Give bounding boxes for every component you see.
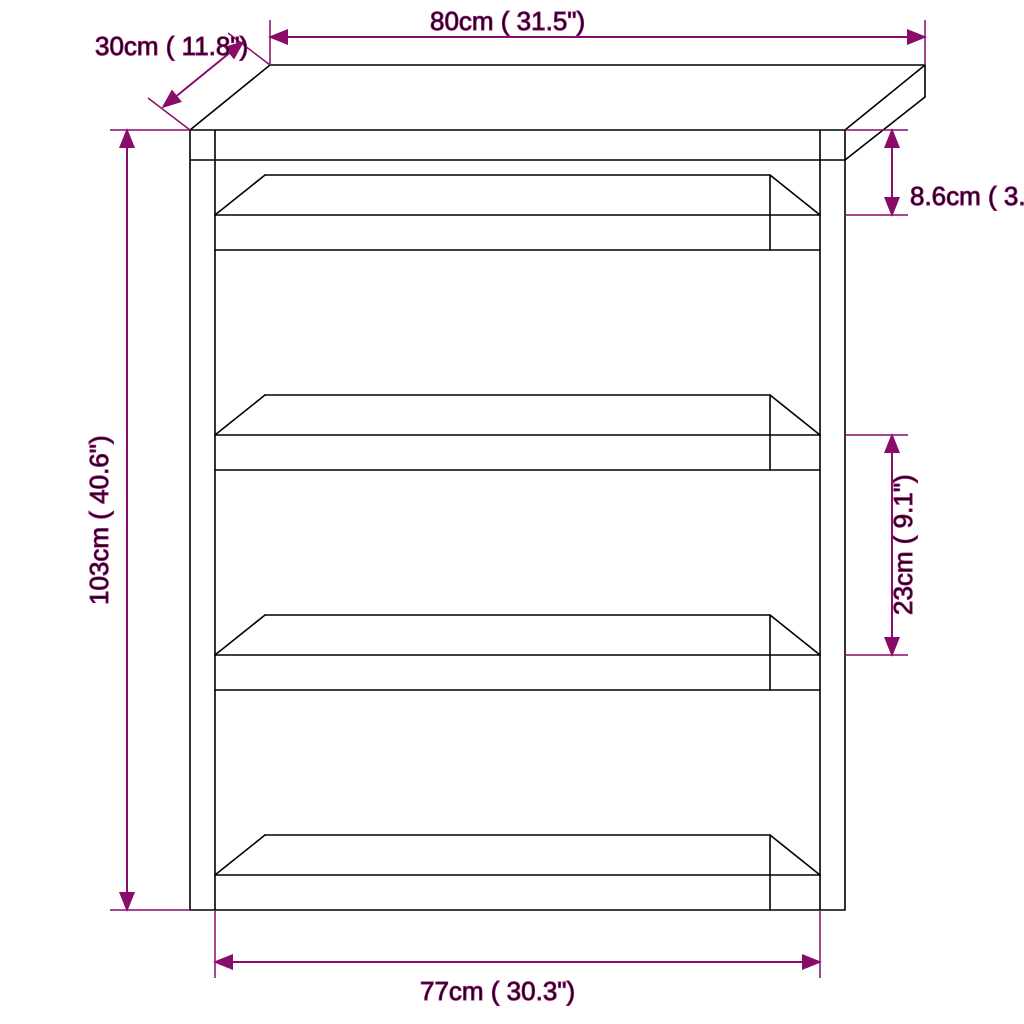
dim-shelf-gap-label: 23cm ( 9.1") <box>888 474 918 615</box>
dim-depth-label: 30cm ( 11.8") <box>95 31 248 61</box>
dim-width-top-label: 80cm ( 31.5") <box>430 6 585 36</box>
dim-height-label: 103cm ( 40.6") <box>84 435 114 605</box>
dim-top-offset-label: 8.6cm ( 3.4") <box>910 181 1024 211</box>
dim-width-bottom-label: 77cm ( 30.3") <box>420 976 575 1006</box>
